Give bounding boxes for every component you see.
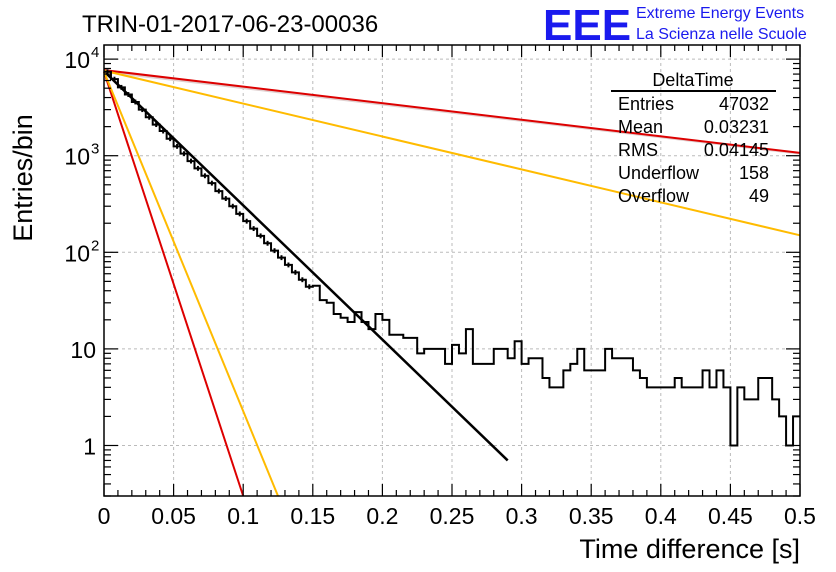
x-tick-label: 0.1 [227, 503, 259, 529]
histogram-outline [104, 70, 800, 447]
y-tick-exponent: 4 [91, 44, 99, 61]
curves [103, 69, 801, 497]
x-tick-label: 0.05 [151, 503, 196, 529]
error-band-line [103, 69, 801, 237]
stats-box: DeltaTime Entries 47032 Mean 0.03231 RMS 0.04… [611, 70, 776, 206]
y-tick-exponent: 3 [91, 141, 99, 158]
error-band-line [103, 69, 801, 154]
x-tick-label: 0.45 [708, 503, 753, 529]
stats-row-value: 47032 [719, 94, 769, 114]
stats-row-value: 49 [749, 186, 769, 206]
x-tick-label: 0.15 [290, 503, 335, 529]
error-band-line [103, 71, 279, 497]
y-tick-label: 10 [70, 337, 96, 363]
x-tick-label: 0.5 [784, 503, 816, 529]
y-tick-label: 10 [64, 47, 90, 73]
stats-row-label: Underflow [618, 163, 700, 183]
y-tick-label: 10 [64, 144, 90, 170]
logo: EEE Extreme Energy Events La Scienza nel… [543, 1, 807, 50]
stats-row-value: 0.03231 [704, 117, 769, 137]
x-tick-label: 0.4 [645, 503, 677, 529]
error-band-line [103, 71, 245, 497]
y-tick-label: 10 [64, 240, 90, 266]
logo-mark: EEE [543, 1, 631, 50]
y-tick-label: 1 [83, 433, 96, 459]
x-ticks: 0 0.05 0.1 0.15 0.2 0.25 0.3 0.35 0.4 0.45 0.5 [98, 45, 816, 529]
stats-rows: Entries 47032 Mean 0.03231 RMS 0.04145Underfl… [618, 94, 769, 206]
y-tick-exponent: 2 [91, 237, 99, 254]
x-tick-label: 0.2 [366, 503, 398, 529]
x-axis-title: Time difference [s] [579, 534, 800, 564]
chart-title: TRIN-01-2017-06-23-00036 [82, 11, 378, 38]
x-tick-label: 0.3 [506, 503, 538, 529]
x-tick-label: 0.35 [569, 503, 614, 529]
stats-row-label: Mean [618, 117, 663, 137]
stats-row-label: Entries [618, 94, 674, 114]
x-tick-label: 0.25 [430, 503, 475, 529]
x-tick-label: 0 [98, 503, 111, 529]
stats-row-label: RMS [618, 140, 658, 160]
histogram [104, 69, 800, 447]
stats-title: DeltaTime [652, 70, 733, 90]
logo-line-1: Extreme Energy Events [636, 5, 804, 22]
stats-row-value: 158 [739, 163, 769, 183]
stats-row-value: 0.04145 [704, 140, 769, 160]
logo-line-2: La Scienza nelle Scuole [636, 26, 807, 43]
y-axis-title: Entries/bin [8, 114, 38, 242]
fit-line [103, 70, 509, 462]
stats-row-label: Overflow [618, 186, 690, 206]
